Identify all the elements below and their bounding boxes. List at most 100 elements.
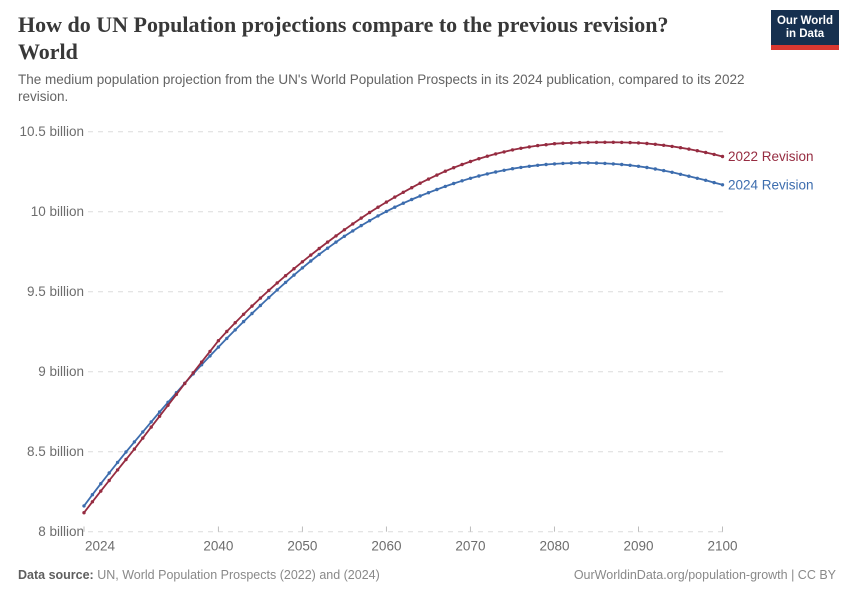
y-axis-tick-label: 8 billion [38, 524, 84, 539]
data-point [149, 420, 153, 424]
data-point [460, 179, 464, 183]
data-point [157, 414, 162, 418]
data-point [594, 140, 599, 144]
data-point [544, 162, 548, 167]
data-point [678, 146, 683, 150]
data-point [216, 345, 221, 349]
data-point [720, 183, 725, 187]
data-point [636, 141, 641, 145]
data-point [485, 154, 489, 158]
y-axis-tick-label: 10 billion [31, 204, 84, 219]
data-point [468, 176, 473, 180]
data-point [376, 205, 380, 209]
data-point [611, 140, 615, 144]
x-axis-tick-label: 2040 [203, 539, 233, 554]
data-point [241, 312, 246, 316]
data-point [124, 450, 128, 454]
data-point [443, 169, 447, 173]
data-point [502, 150, 506, 154]
series-label-2024-revision[interactable]: 2024 Revision [728, 177, 814, 192]
data-point [90, 500, 95, 504]
data-point [578, 161, 582, 165]
data-point [334, 234, 338, 238]
x-axis-tick-label: 2050 [287, 539, 317, 554]
data-point [82, 511, 86, 515]
data-point [309, 253, 313, 257]
data-point [586, 161, 590, 165]
data-point [275, 288, 279, 292]
data-point [552, 162, 557, 166]
data-point [384, 200, 389, 204]
data-point [519, 146, 523, 150]
data-point [720, 154, 725, 159]
page-title-line-1: How do UN Population projections compare… [18, 12, 669, 37]
data-point [452, 166, 456, 170]
data-point [611, 162, 615, 166]
data-point [258, 303, 263, 308]
data-point [603, 140, 607, 144]
x-axis-tick-label: 2080 [539, 539, 569, 554]
data-point [99, 489, 103, 493]
x-axis-tick-label: 2024 [85, 539, 116, 554]
x-axis-tick-label: 2090 [623, 539, 653, 554]
data-point [267, 288, 271, 293]
data-point [653, 142, 657, 146]
data-point [510, 167, 515, 171]
data-point [292, 267, 296, 271]
data-point [636, 164, 641, 168]
data-point [367, 210, 372, 215]
data-point [410, 186, 414, 190]
data-point [452, 181, 456, 186]
data-point [410, 197, 414, 202]
data-point [233, 321, 237, 325]
data-point [704, 178, 708, 182]
data-point [124, 457, 128, 462]
data-point [418, 194, 422, 198]
data-point [418, 181, 422, 185]
data-point [141, 436, 145, 440]
data-point [367, 219, 372, 223]
data-point [569, 161, 573, 165]
attribution-link[interactable]: OurWorldinData.org/population-growth | C… [573, 568, 836, 582]
data-point [225, 329, 229, 334]
data-point [157, 410, 162, 414]
data-point [502, 168, 506, 172]
page-title: How do UN Population projections compare… [18, 11, 763, 65]
series-label-2022-revision[interactable]: 2022 Revision [728, 149, 814, 164]
data-point [695, 176, 699, 180]
data-point [342, 228, 347, 232]
data-point [527, 145, 531, 149]
data-point [376, 214, 380, 218]
y-axis-tick-label: 8.5 billion [27, 444, 84, 459]
data-point [460, 162, 464, 167]
data-point [283, 274, 288, 278]
data-point [82, 504, 86, 508]
data-source-line: Data source: UN, World Population Prospe… [18, 567, 380, 583]
data-point [275, 281, 279, 285]
data-point [477, 157, 481, 161]
data-point [208, 349, 212, 354]
data-point [90, 493, 95, 497]
data-point [510, 148, 515, 152]
data-point [317, 246, 321, 251]
data-point [536, 143, 540, 148]
data-point [325, 240, 330, 244]
data-point [443, 184, 447, 189]
data-point [216, 339, 221, 343]
data-point [166, 403, 170, 407]
data-point [435, 173, 439, 177]
data-point [393, 195, 397, 199]
data-point [687, 174, 691, 178]
data-point [191, 371, 195, 375]
data-point [603, 161, 607, 166]
data-point [132, 447, 137, 451]
series-line-2024-revision [83, 162, 723, 507]
data-point [107, 478, 111, 483]
data-point [183, 381, 187, 386]
data-point [401, 190, 405, 194]
data-point [662, 143, 666, 147]
data-point [141, 430, 145, 434]
data-point [267, 295, 271, 300]
data-point [233, 328, 237, 332]
